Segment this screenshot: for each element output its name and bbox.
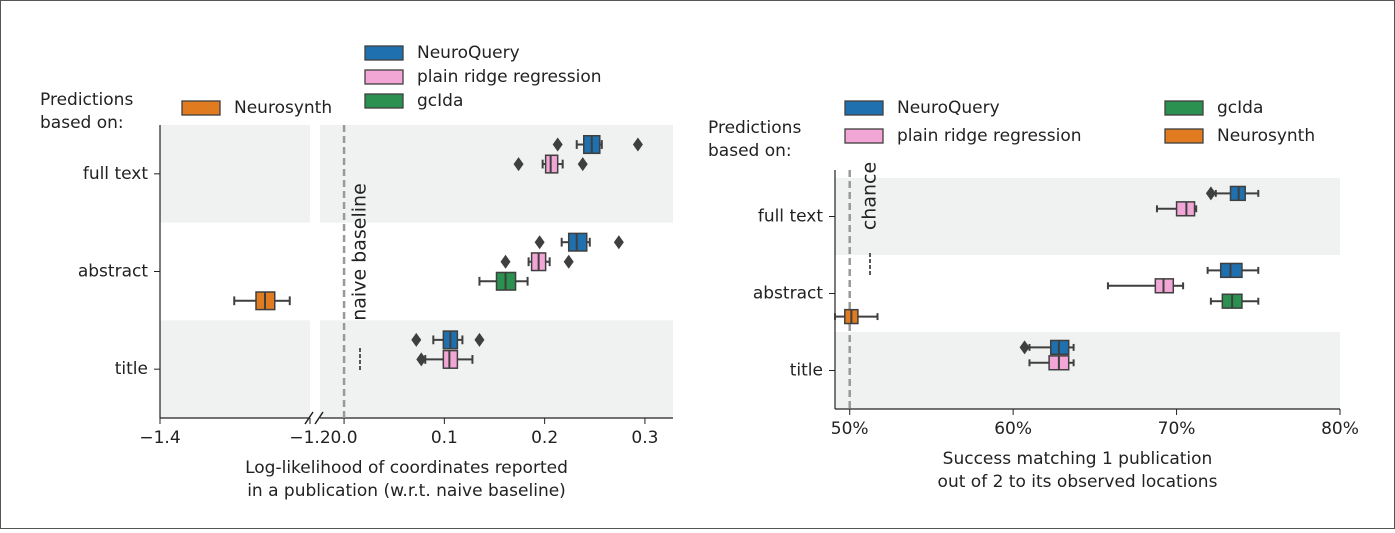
legend-swatch [364, 69, 404, 85]
x-axis-label: out of 2 to its observed locations [938, 472, 1218, 492]
flier [411, 332, 422, 347]
flier [534, 235, 545, 250]
box [544, 154, 559, 174]
x-tick-label: −1.4 [139, 428, 180, 448]
flier [552, 137, 563, 152]
flier [613, 235, 624, 250]
axis-break [304, 411, 314, 425]
box [567, 232, 588, 252]
x-axis-label: Success matching 1 publication [943, 449, 1213, 469]
x-tick-label: 60% [994, 419, 1032, 439]
box [442, 349, 459, 369]
category-band [160, 125, 310, 223]
x-tick-label: 0.0 [331, 428, 358, 448]
y-tick-label: abstract [78, 262, 148, 282]
flier [416, 352, 427, 367]
category-band [835, 332, 1340, 409]
axis-break [314, 411, 324, 425]
legend-label: NeuroQuery [897, 98, 1000, 118]
flier [500, 254, 511, 269]
legend-swatch [1164, 128, 1204, 144]
legend-label: gcIda [1217, 98, 1263, 118]
x-tick-label: −1.2 [289, 428, 330, 448]
flier [563, 254, 574, 269]
legend-swatch [181, 100, 221, 116]
x-tick-label: 70% [1158, 419, 1196, 439]
x-tick-label: 0.2 [531, 428, 558, 448]
legend-title: Predictions [40, 90, 133, 110]
reference-label: naive baseline [349, 183, 371, 321]
x-axis-label: in a publication (w.r.t. naive baseline) [247, 481, 566, 501]
legend-swatch [844, 128, 884, 144]
legend-swatch [364, 93, 404, 109]
x-tick-label: 50% [831, 419, 869, 439]
legend-swatch [364, 45, 404, 61]
legend-label: gcIda [417, 91, 463, 111]
legend-swatch [844, 100, 884, 116]
legend-title: based on: [708, 141, 792, 161]
y-tick-label: full text [758, 207, 823, 227]
reference-label: chance [859, 162, 881, 230]
y-tick-label: title [115, 359, 148, 379]
category-band [320, 125, 673, 223]
flier [1019, 340, 1030, 355]
x-tick-label: 80% [1321, 419, 1359, 439]
legend-title: based on: [40, 113, 124, 133]
legend-label: plain ridge regression [417, 67, 602, 87]
legend-label: Neurosynth [234, 98, 332, 118]
y-tick-label: full text [83, 164, 148, 184]
category-band [835, 178, 1340, 255]
legend-label: Neurosynth [1217, 126, 1315, 146]
legend-label: plain ridge regression [897, 126, 1082, 146]
y-tick-label: abstract [753, 284, 823, 304]
y-tick-label: title [790, 361, 823, 381]
flier [474, 332, 485, 347]
flier [632, 137, 643, 152]
legend-title: Predictions [708, 118, 801, 138]
legend-swatch [1164, 100, 1204, 116]
x-tick-label: 0.1 [431, 428, 458, 448]
category-band [320, 320, 673, 418]
x-tick-label: 0.3 [631, 428, 658, 448]
legend-label: NeuroQuery [417, 43, 520, 63]
flier [577, 157, 588, 172]
category-band [160, 320, 310, 418]
flier [1205, 186, 1216, 201]
flier [513, 157, 524, 172]
x-axis-label: Log-likelihood of coordinates reported [245, 458, 568, 478]
